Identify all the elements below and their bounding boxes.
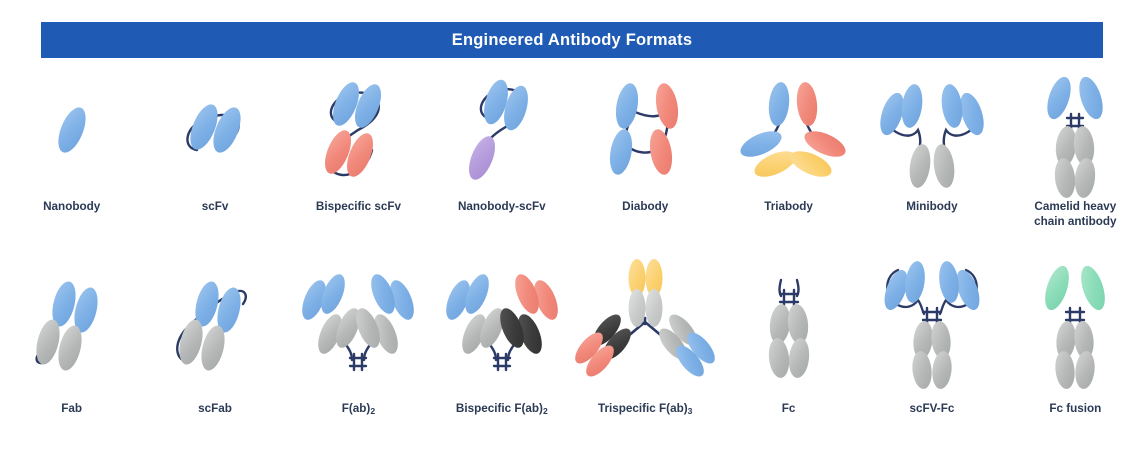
format-label-bispecific-scfv: Bispecific scFv xyxy=(315,200,401,213)
format-label-camelid: Camelid heavy chain antibody xyxy=(1034,200,1117,228)
figure-title-bar: Engineered Antibody Formats xyxy=(41,22,1103,58)
bispecific-scfv-diagram xyxy=(288,72,428,196)
fab-diagram xyxy=(2,262,142,398)
format-panel-fc: Fc xyxy=(717,262,860,432)
format-label-scfab: scFab xyxy=(198,402,232,415)
format-panel-trispecific-fab3: Trispecific F(ab)3 xyxy=(574,259,717,432)
format-label-scfv: scFv xyxy=(201,200,229,213)
format-panel-nanobody: Nanobody xyxy=(0,72,143,232)
format-panel-scfab: scFab xyxy=(143,262,286,432)
format-label-fc-fusion: Fc fusion xyxy=(1049,402,1102,415)
format-label-fab2-subscript: 2 xyxy=(370,406,376,416)
format-panel-scfv-fc: scFV-Fc xyxy=(860,261,1003,432)
fc-diagram xyxy=(719,262,859,398)
diabody-diagram xyxy=(575,72,715,196)
fab2-diagram xyxy=(288,262,428,398)
format-label-fab: Fab xyxy=(61,402,83,415)
format-label-nanobody: Nanobody xyxy=(43,200,101,213)
format-panel-camelid: Camelid heavy chain antibody xyxy=(1004,72,1147,232)
format-label-trispecific-fab3-subscript: 3 xyxy=(687,406,693,416)
format-panel-fab2: F(ab)2 xyxy=(287,262,430,432)
format-label-minibody: Minibody xyxy=(906,200,958,213)
format-label-fc: Fc xyxy=(781,402,796,415)
scfab-diagram xyxy=(145,262,285,398)
trispecific-fab3-diagram xyxy=(575,259,716,398)
format-label-scfv-fc: scFV-Fc xyxy=(909,402,955,415)
bispecific-fab2-diagram xyxy=(432,262,572,398)
scfv-fc-diagram xyxy=(862,261,1002,398)
format-panel-minibody: Minibody xyxy=(860,72,1003,232)
format-label-bispecific-fab2: Bispecific F(ab)2 xyxy=(455,402,548,416)
minibody-diagram xyxy=(862,72,1002,196)
format-panel-scfv: scFv xyxy=(143,72,286,232)
format-label-bispecific-fab2-subscript: 2 xyxy=(542,406,548,416)
camelid-heavy-chain-antibody-diagram xyxy=(1005,72,1145,198)
nanobody-diagram xyxy=(2,72,142,196)
format-panel-bispecific-scfv: Bispecific scFv xyxy=(287,72,430,232)
format-label-diabody: Diabody xyxy=(622,200,669,213)
format-row-2: Fab scFab xyxy=(0,259,1147,432)
format-panel-fab: Fab xyxy=(0,262,143,432)
nanobody-scfv-diagram xyxy=(432,72,572,196)
format-panel-nanobody-scfv: Nanobody-scFv xyxy=(430,72,573,232)
figure-title: Engineered Antibody Formats xyxy=(451,30,693,49)
scfv-diagram xyxy=(145,72,285,196)
format-label-trispecific-fab3: Trispecific F(ab)3 xyxy=(597,402,693,416)
format-label-fab2: F(ab)2 xyxy=(341,402,376,416)
format-panel-fc-fusion: Fc fusion xyxy=(1004,262,1147,432)
format-panel-bispecific-fab2: Bispecific F(ab)2 xyxy=(430,262,573,432)
fc-fusion-diagram xyxy=(1005,262,1145,398)
format-label-triabody: Triabody xyxy=(764,200,813,213)
format-row-1: Nanobody scFv xyxy=(0,72,1147,232)
format-panel-diabody: Diabody xyxy=(574,72,717,232)
format-label-nanobody-scfv: Nanobody-scFv xyxy=(457,200,546,213)
format-panel-triabody: Triabody xyxy=(717,72,860,232)
triabody-diagram xyxy=(719,72,859,196)
